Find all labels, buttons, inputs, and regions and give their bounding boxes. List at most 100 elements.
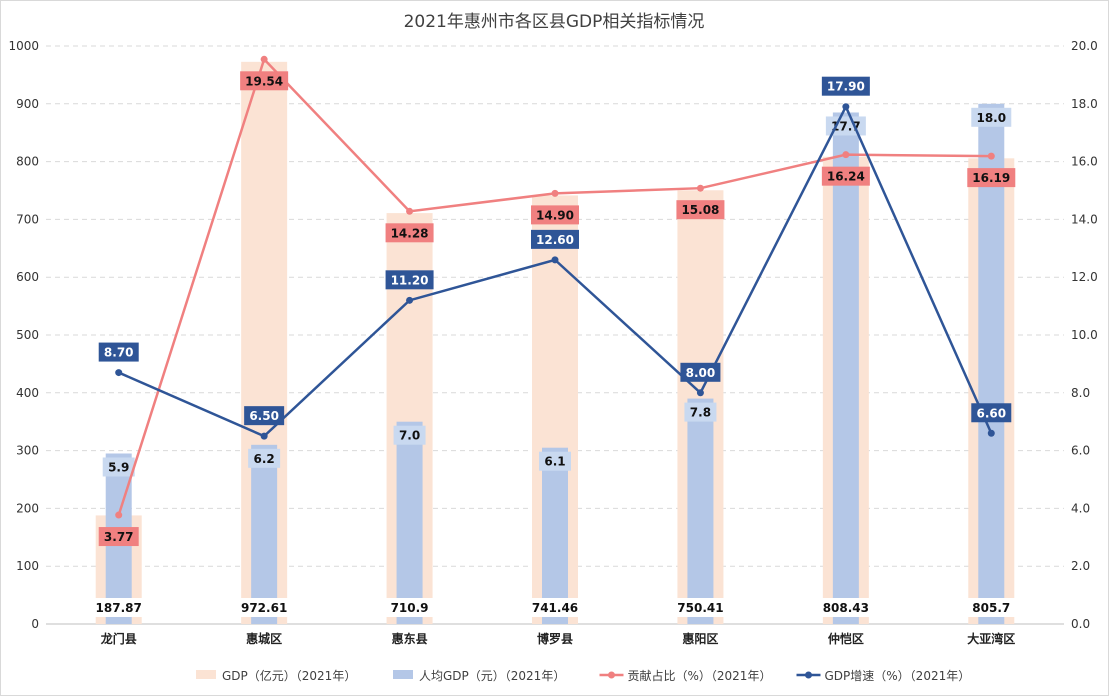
legend-label: GDP增速（%）（2021年） [825, 669, 971, 683]
growth-data-label-bg [531, 229, 579, 249]
growth-point [987, 429, 995, 437]
left-tick-label: 200 [16, 501, 39, 515]
legend-label: 人均GDP（元）（2021年） [419, 669, 565, 683]
contribution-point [115, 511, 123, 519]
per-capita-data-label-bg [539, 451, 571, 471]
left-tick-label: 100 [16, 559, 39, 573]
category-label: 惠阳区 [682, 631, 718, 646]
growth-point [406, 296, 414, 304]
category-label: 惠城区 [246, 631, 282, 646]
legend-marker [608, 671, 615, 679]
contribution-point [696, 184, 704, 192]
category-label: 大亚湾区 [967, 631, 1015, 646]
growth-point [696, 389, 704, 397]
contribution-point [406, 207, 414, 215]
right-tick-label: 10.0 [1071, 328, 1098, 342]
contribution-data-label: 3.77 [104, 530, 134, 544]
gdp-data-label: 187.87 [96, 601, 142, 615]
growth-data-label: 6.50 [249, 409, 279, 423]
per-capita-data-label-bg [684, 402, 717, 422]
gdp-data-label-bg [236, 598, 293, 617]
right-tick-label: 4.0 [1071, 501, 1090, 515]
per-capita-data-label: 7.0 [399, 429, 420, 443]
per-capita-gdp-bar [542, 447, 568, 624]
contribution-data-label: 14.28 [391, 226, 429, 240]
chart-title: 2021年惠州市各区县GDP相关指标情况 [404, 12, 705, 32]
right-tick-label: 6.0 [1071, 444, 1090, 458]
growth-data-label-bg [971, 403, 1012, 423]
left-tick-label: 800 [16, 155, 39, 169]
gdp-data-label-bg [90, 598, 147, 617]
growth-data-label: 17.90 [827, 80, 865, 94]
gdp-data-label: 741.46 [532, 601, 578, 615]
growth-point [260, 432, 268, 440]
category-label: 博罗县 [537, 631, 573, 646]
contribution-data-label: 14.90 [536, 208, 574, 222]
per-capita-data-label-bg [102, 457, 135, 477]
gdp-data-label-bg [527, 598, 583, 617]
growth-data-label: 6.60 [976, 406, 1006, 420]
gdp-data-label-bg [672, 598, 729, 617]
right-tick-label: 0.0 [1071, 617, 1090, 631]
legend-swatch [196, 670, 216, 679]
contribution-point [987, 152, 995, 160]
left-tick-label: 400 [16, 386, 39, 400]
legend-swatch [393, 670, 413, 679]
growth-point [842, 103, 850, 111]
left-tick-label: 300 [16, 444, 39, 458]
contribution-data-label-bg [98, 527, 139, 547]
right-tick-label: 12.0 [1071, 270, 1098, 284]
category-label: 仲恺区 [828, 631, 864, 646]
growth-point [115, 369, 123, 377]
per-capita-gdp-bar [396, 421, 423, 624]
per-capita-data-label: 5.9 [108, 460, 129, 474]
per-capita-data-label: 18.0 [976, 111, 1006, 125]
gdp-data-label: 808.43 [823, 601, 869, 615]
left-tick-label: 600 [16, 270, 39, 284]
contribution-data-label: 16.24 [827, 170, 865, 184]
contribution-point [551, 189, 559, 197]
right-tick-label: 8.0 [1071, 386, 1090, 400]
contribution-data-label: 16.19 [972, 171, 1010, 185]
per-capita-gdp-bar [687, 398, 714, 624]
left-tick-label: 900 [16, 97, 39, 111]
growth-point [551, 256, 559, 264]
growth-data-label-bg [98, 342, 139, 362]
per-capita-gdp-bar [832, 112, 859, 624]
right-tick-label: 14.0 [1071, 212, 1098, 226]
left-tick-label: 500 [16, 328, 39, 342]
growth-data-label-bg [821, 76, 870, 96]
legend-label: 贡献占比（%）（2021年） [628, 668, 772, 683]
gdp-data-label-bg [385, 598, 434, 617]
per-capita-data-label: 7.8 [690, 406, 711, 420]
left-tick-label: 700 [16, 212, 39, 226]
right-tick-label: 18.0 [1071, 97, 1098, 111]
contribution-data-label-bg [385, 223, 434, 243]
right-tick-label: 2.0 [1071, 559, 1090, 573]
growth-data-label: 11.20 [391, 273, 429, 287]
gdp-data-label: 972.61 [241, 601, 287, 615]
contribution-data-label: 15.08 [681, 203, 719, 217]
per-capita-gdp-bar [251, 444, 278, 624]
growth-data-label-bg [244, 406, 285, 426]
per-capita-data-label: 6.1 [544, 455, 565, 469]
per-capita-gdp-bar [978, 103, 1005, 625]
growth-data-label-bg [385, 270, 434, 290]
contribution-data-label-bg [821, 166, 870, 186]
growth-data-label: 8.00 [686, 366, 716, 380]
right-tick-label: 16.0 [1071, 155, 1098, 169]
per-capita-data-label-bg [971, 107, 1012, 127]
right-tick-label: 20.0 [1071, 39, 1098, 53]
legend-marker [805, 671, 812, 679]
left-tick-label: 0 [31, 617, 39, 631]
gdp-data-label: 750.41 [677, 601, 723, 615]
per-capita-data-label: 6.2 [254, 452, 275, 466]
contribution-data-label-bg [531, 205, 579, 225]
category-label: 龙门县 [101, 631, 137, 646]
contribution-point [260, 55, 268, 63]
contribution-point [842, 151, 850, 159]
growth-data-label-bg [680, 362, 721, 382]
gdp-data-label-bg [967, 598, 1016, 617]
contribution-data-label-bg [240, 71, 289, 91]
